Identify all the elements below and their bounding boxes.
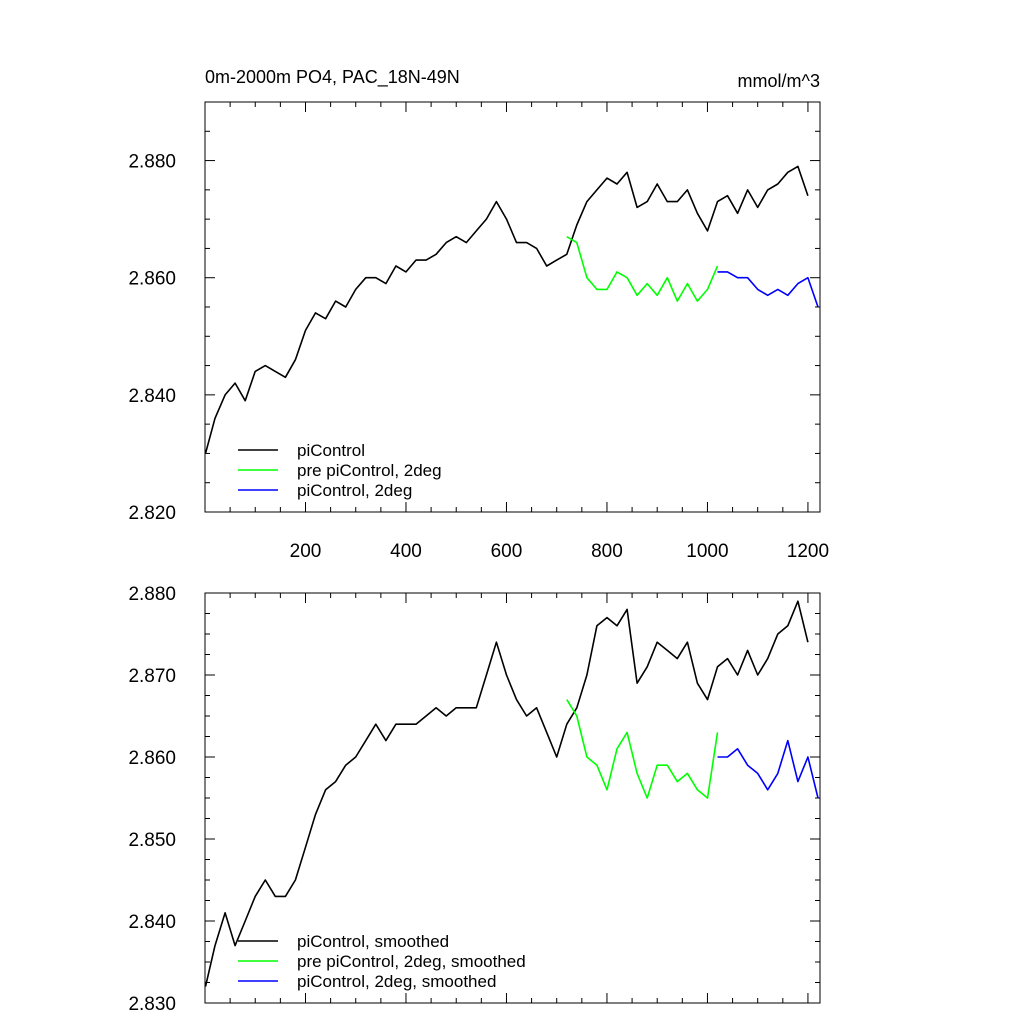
y-tick-label: 2.880	[128, 152, 176, 173]
legend-label: piControl, 2deg, smoothed	[297, 972, 496, 991]
legend-label: piControl, smoothed	[297, 932, 449, 951]
x-tick-label: 400	[390, 541, 422, 562]
series-line-0	[204, 600, 809, 987]
y-tick-label: 2.830	[128, 994, 176, 1015]
y-tick-label: 2.840	[128, 386, 176, 407]
axis-ticks	[205, 592, 820, 1004]
series-line-1	[566, 236, 719, 302]
x-tick-label: 1000	[686, 541, 728, 562]
y-tick-label: 2.820	[128, 503, 176, 524]
series-line-0	[204, 165, 809, 454]
axis-ticks	[205, 101, 820, 513]
x-tick-label: 600	[491, 541, 523, 562]
y-tick-label: 2.840	[128, 912, 176, 933]
legend-label: pre piControl, 2deg, smoothed	[297, 952, 526, 971]
y-tick-label: 2.870	[128, 666, 176, 687]
series-line-2	[717, 271, 819, 308]
x-tick-label: 800	[591, 541, 623, 562]
bottom-panel: 2.830 2.840 2.850 2.860 2.870 2.880 piControl…	[128, 584, 821, 1015]
y-tick-label: 2.860	[128, 269, 176, 290]
chart-title: 0m-2000m PO4, PAC_18N-49N	[205, 67, 460, 88]
legend-label: piControl	[297, 441, 365, 460]
y-tick-label: 2.860	[128, 748, 176, 769]
y-tick-label: 2.850	[128, 830, 176, 851]
x-tick-label: 200	[290, 541, 322, 562]
y-tick-labels: 2.830 2.840 2.850 2.860 2.870 2.880	[128, 584, 176, 1015]
x-tick-label: 1200	[787, 541, 829, 562]
legend-label: piControl, 2deg	[297, 481, 412, 500]
x-tick-labels: 200 400 600 800 1000 1200	[290, 541, 829, 562]
series-lines	[204, 600, 819, 987]
top-panel: 0m-2000m PO4, PAC_18N-49N mmol/m^3 2.820…	[128, 67, 829, 562]
series-lines	[204, 165, 819, 454]
y-tick-labels: 2.820 2.840 2.860 2.880	[128, 152, 176, 524]
legend-label: pre piControl, 2deg	[297, 461, 442, 480]
y-tick-label: 2.880	[128, 584, 176, 605]
series-line-2	[717, 739, 819, 799]
series-line-1	[566, 699, 719, 799]
units-label: mmol/m^3	[738, 71, 820, 91]
